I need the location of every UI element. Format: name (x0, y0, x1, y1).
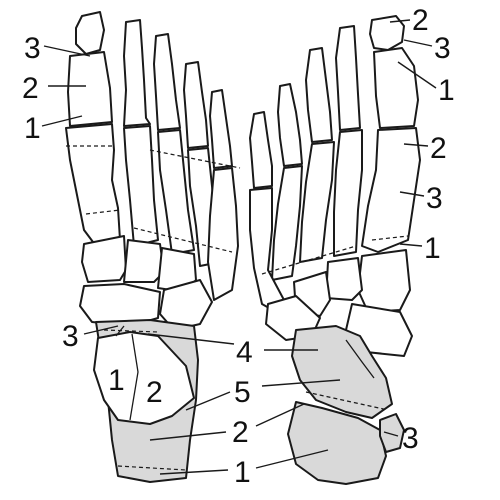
right-talus-shaded (291, 325, 393, 419)
label-center-a: 4 (236, 336, 253, 369)
left-hallux-distal-phalanx (75, 11, 105, 55)
left-toe5-phalanges (209, 89, 233, 169)
left-toe3-metatarsal (157, 129, 195, 255)
right-toe3-phalanges (305, 47, 333, 143)
left-foot (65, 11, 241, 483)
left-toe5-metatarsal (207, 167, 239, 301)
label-right-toe-middle: 3 (434, 32, 451, 65)
label-right-toe-distal: 2 (412, 4, 429, 37)
left-toe2-phalanges (123, 19, 151, 127)
label-left-toe-proximal: 1 (24, 112, 41, 145)
right-medial-cuneiform (357, 249, 411, 313)
label-center-c: 2 (232, 416, 249, 449)
label-left-toe-middle: 2 (22, 72, 39, 105)
left-hallux-proximal-phalanx (67, 51, 113, 127)
label-left-hind-upper: 3 (62, 320, 79, 353)
label-left-talus-a: 1 (108, 364, 125, 397)
label-right-met-head: 1 (424, 232, 441, 265)
left-toe4-phalanges (183, 61, 209, 149)
label-right-met-base: 2 (430, 132, 447, 165)
right-calcaneus-lateral (379, 413, 405, 453)
label-center-b: 5 (234, 376, 251, 409)
leader-lines (41, 19, 437, 475)
right-hallux-distal-phalanx (369, 15, 405, 51)
labels: 3 2 1 2 3 1 2 3 1 3 1 2 4 5 2 1 3 (22, 4, 455, 489)
left-hallux-metatarsal (65, 123, 121, 247)
label-left-talus-b: 2 (146, 376, 163, 409)
right-toe2-phalanges (335, 25, 361, 131)
right-calcaneus-shaded (287, 401, 387, 485)
right-toe3-metatarsal (299, 141, 335, 263)
left-cuboid (159, 279, 213, 331)
label-center-d: 1 (234, 456, 251, 489)
right-hallux-proximal-phalanx (373, 47, 419, 129)
label-right-calc: 3 (402, 422, 419, 455)
right-toe2-metatarsal (333, 129, 363, 257)
label-right-met-shaft: 3 (426, 182, 443, 215)
label-right-toe-proximal: 1 (438, 74, 455, 107)
right-hallux-metatarsal (361, 127, 421, 253)
right-foot (249, 15, 421, 485)
right-intermediate-cuneiform (325, 257, 363, 301)
left-toe2-metatarsal (123, 125, 159, 247)
right-toe4-metatarsal (271, 165, 303, 281)
left-medial-cuneiform (81, 235, 127, 283)
left-intermediate-cuneiform (123, 239, 165, 283)
right-toe4-phalanges (277, 83, 303, 167)
right-toe5-phalanges (249, 111, 273, 189)
left-toe3-phalanges (153, 33, 181, 131)
label-left-toe-distal: 3 (24, 32, 41, 65)
